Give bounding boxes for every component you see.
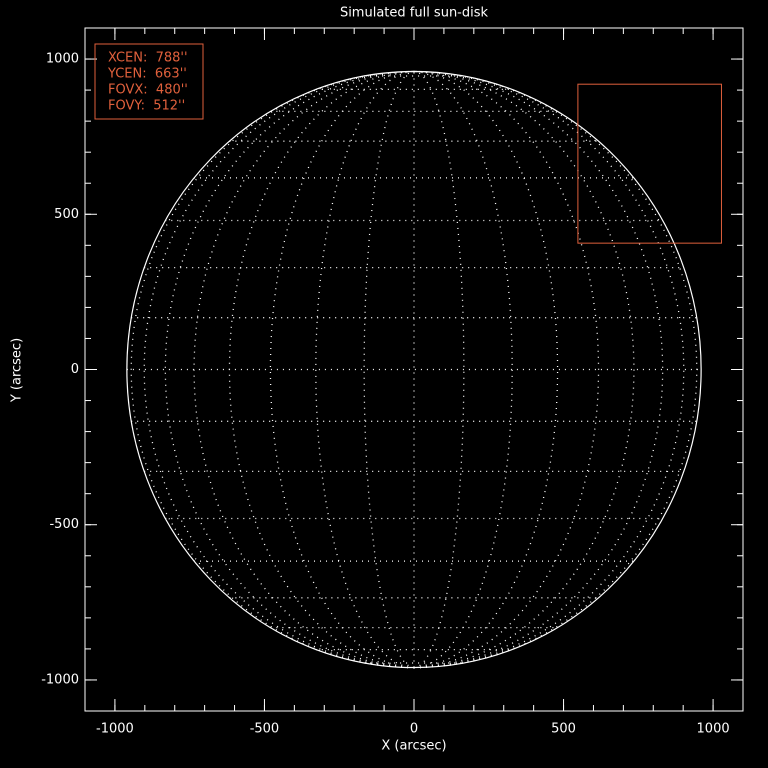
longitude-line	[413, 70, 664, 669]
fov-box	[577, 83, 722, 244]
y-tick-label: -500	[49, 517, 79, 532]
y-tick-label: -1000	[41, 672, 79, 687]
y-tick-label: 500	[54, 207, 79, 222]
longitude-line	[228, 70, 415, 669]
y-tick-label: 0	[71, 362, 79, 377]
y-axis-label: Y (arcsec)	[10, 338, 25, 403]
info-label: FOVX: 480''	[108, 83, 188, 98]
longitude-line	[413, 70, 513, 669]
x-axis-label: X (arcsec)	[381, 739, 446, 754]
x-tick-label: -1000	[96, 722, 134, 737]
info-box: XCEN: 788''YCEN: 663''FOVX: 480''FOVY: 5…	[94, 43, 204, 120]
longitude-line	[164, 70, 415, 669]
longitude-line	[413, 70, 559, 669]
y-tick-label: 1000	[46, 52, 79, 67]
longitude-line	[269, 70, 415, 669]
info-label: XCEN: 788''	[108, 51, 188, 66]
sun-limb	[126, 70, 702, 669]
info-label: FOVY: 512''	[108, 99, 185, 114]
longitude-line	[413, 70, 600, 669]
longitude-line	[315, 70, 415, 669]
x-tick-label: 1000	[697, 722, 730, 737]
x-tick-label: -500	[250, 722, 280, 737]
x-tick-label: 500	[551, 722, 576, 737]
x-tick-label: 0	[410, 722, 418, 737]
longitude-line	[130, 70, 415, 669]
info-label: YCEN: 663''	[107, 67, 187, 82]
chart-title: Simulated full sun-disk	[340, 6, 489, 21]
longitude-line	[413, 70, 698, 669]
info-box-frame	[94, 43, 204, 120]
